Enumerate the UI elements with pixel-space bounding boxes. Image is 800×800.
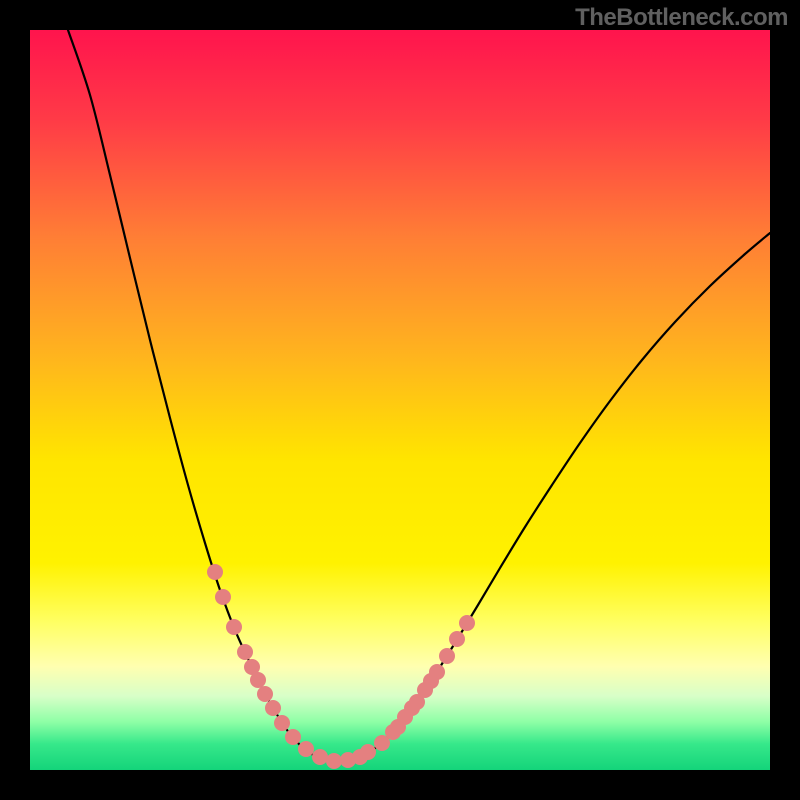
chart-svg xyxy=(0,0,800,800)
data-marker xyxy=(439,648,455,664)
data-marker xyxy=(226,619,242,635)
plot-gradient-background xyxy=(30,30,770,770)
data-marker xyxy=(207,564,223,580)
data-marker xyxy=(274,715,290,731)
data-marker xyxy=(459,615,475,631)
data-marker xyxy=(257,686,273,702)
data-marker xyxy=(215,589,231,605)
data-marker xyxy=(285,729,301,745)
watermark-text: TheBottleneck.com xyxy=(575,4,788,32)
data-marker xyxy=(250,672,266,688)
data-marker xyxy=(449,631,465,647)
chart-container: TheBottleneck.com xyxy=(0,0,800,800)
data-marker xyxy=(298,741,314,757)
data-marker xyxy=(429,664,445,680)
data-marker xyxy=(360,744,376,760)
data-marker xyxy=(312,749,328,765)
data-marker xyxy=(237,644,253,660)
data-marker xyxy=(265,700,281,716)
data-marker xyxy=(326,753,342,769)
